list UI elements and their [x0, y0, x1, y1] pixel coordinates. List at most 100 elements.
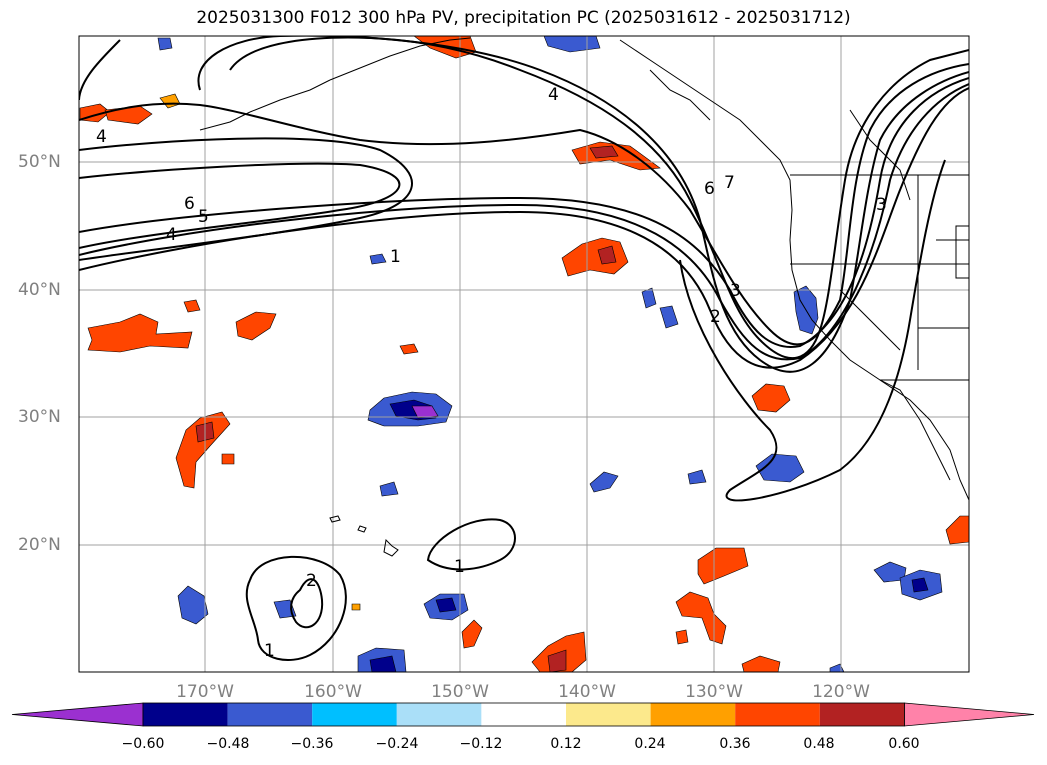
lon-label-130w: 130°W	[685, 682, 743, 702]
colorbar-segment	[735, 703, 820, 726]
precip-area	[659, 305, 679, 329]
pv-contour-line	[79, 63, 969, 346]
lat-label-20n: 20°N	[18, 535, 61, 555]
pv-contour-line	[679, 159, 946, 502]
colorbar-label: −0.24	[375, 736, 419, 752]
contour-label: 4	[96, 127, 107, 147]
precip-area	[741, 655, 781, 672]
contour-label: 1	[454, 557, 465, 577]
colorbar-segment	[481, 703, 566, 726]
contour-label: 6	[184, 194, 195, 214]
coastlines	[199, 37, 969, 557]
precip-area	[751, 383, 791, 413]
precip-area	[589, 145, 619, 159]
lon-label-120w: 120°W	[812, 682, 870, 702]
pv-contour-line	[79, 137, 413, 261]
colorbar-segment	[227, 703, 313, 726]
pv-contour-line	[245, 555, 347, 661]
precip-area	[547, 649, 567, 672]
precip-area	[675, 629, 689, 645]
colorbar-segment	[143, 703, 228, 726]
pv-contour-line	[229, 36, 969, 360]
precip-area	[561, 237, 629, 277]
precip-area	[589, 471, 619, 493]
precip-area	[369, 253, 387, 265]
colorbar-border	[142, 702, 905, 727]
precip-area	[755, 453, 805, 483]
precip-area	[177, 585, 209, 625]
contour-label: 4	[166, 225, 177, 245]
precip-area	[461, 619, 483, 649]
precip-area	[351, 603, 361, 611]
colorbar-label: 0.60	[888, 736, 920, 752]
contour-label: 2	[710, 307, 721, 327]
precip-area	[235, 311, 277, 341]
precip-area	[399, 343, 419, 355]
precip-area	[543, 36, 601, 53]
map-title: 2025031300 F012 300 hPa PV, precipitatio…	[196, 8, 851, 28]
lat-lon-grid	[79, 36, 969, 672]
pv-contour-line	[426, 518, 516, 571]
colorbar-label: 0.12	[550, 736, 582, 752]
pv-contour-line	[79, 39, 121, 101]
colorbar-label: −0.60	[121, 736, 165, 752]
colorbar-label: −0.12	[459, 736, 503, 752]
contour-label: 7	[724, 173, 735, 193]
contour-label: 4	[548, 85, 559, 105]
contour-label: 5	[198, 207, 209, 227]
precip-area	[697, 547, 749, 585]
colorbar-label: −0.36	[290, 736, 334, 752]
contour-label: 1	[390, 247, 401, 267]
contour-label: 3	[730, 281, 741, 301]
precip-area	[435, 597, 457, 613]
colorbar-segment	[396, 703, 482, 726]
pv-contour-line	[79, 77, 969, 348]
contour-label: 3	[876, 195, 887, 215]
pv-contour-line	[79, 83, 969, 361]
precip-area	[221, 453, 235, 465]
precip-positive-areas	[79, 36, 969, 672]
lon-label-170w: 170°W	[176, 682, 234, 702]
precip-area	[687, 469, 707, 485]
colorbar-segment	[312, 703, 397, 726]
lat-label-30n: 30°N	[18, 407, 61, 427]
lat-label-50n: 50°N	[18, 152, 61, 172]
pv-contour-line	[197, 36, 969, 373]
lon-label-150w: 150°W	[431, 682, 489, 702]
precip-area	[157, 37, 173, 51]
colorbar-segment	[566, 703, 651, 726]
pv-contour-line	[79, 87, 969, 369]
precip-area	[379, 481, 399, 497]
precip-area	[531, 631, 587, 672]
contour-label: 1	[264, 641, 275, 661]
precip-area	[873, 561, 907, 583]
precip-area	[597, 245, 617, 265]
precip-area	[911, 577, 929, 593]
lon-label-140w: 140°W	[558, 682, 616, 702]
colorbar-label: 0.24	[634, 736, 666, 752]
colorbar-extend-low	[11, 702, 144, 727]
pv-contour-line	[290, 578, 324, 629]
precip-area	[104, 105, 153, 125]
precip-area	[175, 411, 231, 489]
colorbar-segment	[819, 703, 905, 726]
contour-label: 6	[704, 179, 715, 199]
precip-area	[369, 655, 397, 672]
precip-area	[159, 93, 181, 109]
colorbar	[11, 702, 1035, 727]
colorbar-label: 0.48	[803, 736, 835, 752]
pv-contours	[79, 36, 969, 661]
precip-area	[945, 515, 969, 545]
colorbar-label: −0.48	[206, 736, 250, 752]
precip-negative-areas	[157, 36, 943, 672]
map-frame	[78, 35, 970, 673]
pv-contour-labels: 4 6 5 4 1 4 6 7 3 2 3 1 2 1	[96, 85, 887, 661]
colorbar-label: 0.36	[719, 736, 751, 752]
colorbar-extend-high	[904, 702, 1035, 727]
lon-label-160w: 160°W	[304, 682, 362, 702]
contour-label: 2	[306, 571, 317, 591]
precip-area	[411, 405, 439, 419]
pv-contour-line	[79, 162, 401, 249]
lat-label-40n: 40°N	[18, 280, 61, 300]
